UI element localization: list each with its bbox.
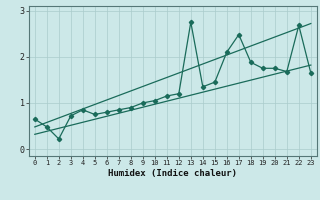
X-axis label: Humidex (Indice chaleur): Humidex (Indice chaleur) (108, 169, 237, 178)
